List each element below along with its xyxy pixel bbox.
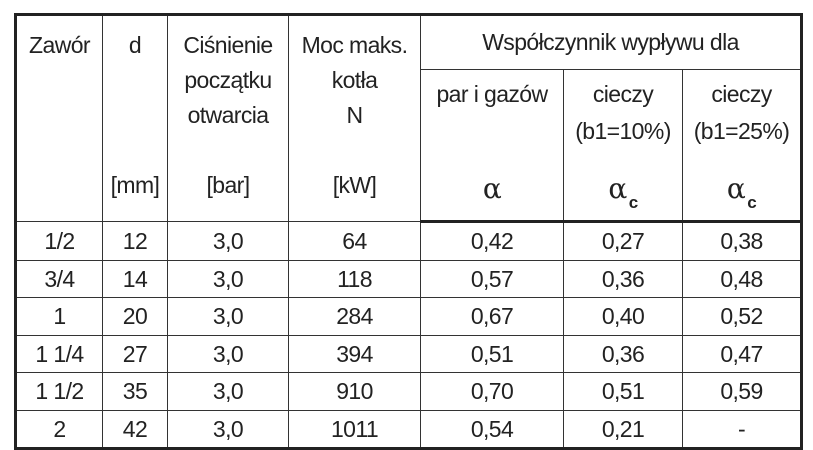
cell-alpha-c-25: 0,48 [682, 259, 802, 298]
cell-moc: 394 [288, 334, 421, 373]
cell-d: 20 [102, 297, 168, 336]
unit-kw: [kW] [332, 172, 377, 198]
cell-cisnienie: 3,0 [167, 297, 289, 336]
cell-d: 27 [102, 334, 168, 373]
cell-d: 12 [102, 221, 168, 261]
header-cieczy25-line1: cieczy [711, 81, 772, 107]
cell-cisnienie: 3,0 [167, 372, 289, 411]
cell-alpha-c-10: 0,40 [563, 297, 683, 336]
cell-alpha-c-10: 0,27 [563, 221, 683, 261]
cell-alpha-c-10: 0,36 [563, 334, 683, 373]
header-zawor-label: Zawór [29, 32, 91, 58]
header-cieczy10-line2: (b1=10%) [575, 118, 671, 144]
header-par-label: par i gazów [436, 81, 548, 107]
cell-alpha: 0,70 [420, 372, 564, 411]
cell-alpha-c-25: 0,47 [682, 334, 802, 373]
alpha-symbol: α [482, 172, 502, 205]
cell-zawor: 1 1/2 [15, 372, 103, 411]
cell-cisnienie: 3,0 [167, 259, 289, 298]
cell-d: 42 [102, 409, 168, 449]
header-d: d [mm] [102, 14, 168, 222]
cell-zawor: 1 [15, 297, 103, 336]
header-par-gazow: par i gazów α [420, 69, 564, 223]
cell-alpha-c-25: 0,59 [682, 372, 802, 411]
header-moc-line3: N [346, 102, 363, 128]
cell-alpha: 0,51 [420, 334, 564, 373]
table-row: 1 1/4 27 3,0 394 0,51 0,36 0,47 [15, 334, 802, 373]
cell-alpha: 0,42 [420, 221, 564, 261]
table-row: 1/2 12 3,0 64 0,42 0,27 0,38 [15, 221, 802, 261]
header-cisnienie-line1: Ciśnienie [183, 32, 273, 58]
unit-bar: [bar] [206, 172, 250, 198]
header-cieczy25-line2: (b1=25%) [693, 118, 790, 144]
header-wspolczynnik: Współczynnik wypływu dla [420, 14, 802, 70]
cell-zawor: 1 1/4 [15, 334, 103, 373]
header-moc-line2: kotła [331, 67, 378, 93]
cell-alpha-c-25: - [682, 409, 802, 449]
cell-zawor: 2 [15, 409, 103, 449]
cell-cisnienie: 3,0 [167, 409, 289, 449]
cell-zawor: 1/2 [15, 221, 103, 261]
cell-cisnienie: 3,0 [167, 334, 289, 373]
header-zawor: Zawór [15, 14, 103, 222]
header-cisnienie-line3: otwarcia [187, 102, 269, 128]
cell-alpha-c-10: 0,21 [563, 409, 683, 449]
table-row: 2 42 3,0 1011 0,54 0,21- [15, 409, 802, 449]
table-row: 1 1/2 35 3,0 910 0,70 0,51 0,59 [15, 372, 802, 411]
cell-alpha-c-25: 0,52 [682, 297, 802, 336]
cell-alpha-c-25: 0,38 [682, 221, 802, 261]
cell-d: 35 [102, 372, 168, 411]
cell-moc: 910 [288, 372, 421, 411]
cell-zawor: 3/4 [15, 259, 103, 298]
table-row: 1 20 3,0 284 0,67 0,40 0,52 [15, 297, 802, 336]
header-moc-line1: Moc maks. [301, 32, 408, 58]
cell-moc: 64 [288, 221, 421, 261]
cell-moc: 284 [288, 297, 421, 336]
cell-moc: 1011 [288, 409, 421, 449]
cell-moc: 118 [288, 259, 421, 298]
cell-alpha: 0,54 [420, 409, 564, 449]
table-row: 3/4 14 3,0 118 0,57 0,36 0,48 [15, 259, 802, 298]
header-cieczy10-line1: cieczy [592, 81, 654, 107]
cell-alpha-c-10: 0,36 [563, 259, 683, 298]
cell-alpha: 0,67 [420, 297, 564, 336]
header-moc: Moc maks. kotła N [kW] [288, 14, 421, 222]
header-cisnienie-line2: początku [184, 67, 272, 93]
cell-alpha-c-10: 0,51 [563, 372, 683, 411]
unit-mm: [mm] [110, 172, 160, 198]
header-d-label: d [128, 32, 142, 58]
header-cisnienie: Ciśnienie początku otwarcia [bar] [167, 14, 289, 222]
cell-d: 14 [102, 259, 168, 298]
valve-spec-table: Zawór d [mm] Ciśnienie początku otwarcia… [14, 13, 803, 450]
cell-alpha: 0,57 [420, 259, 564, 298]
cell-cisnienie: 3,0 [167, 221, 289, 261]
